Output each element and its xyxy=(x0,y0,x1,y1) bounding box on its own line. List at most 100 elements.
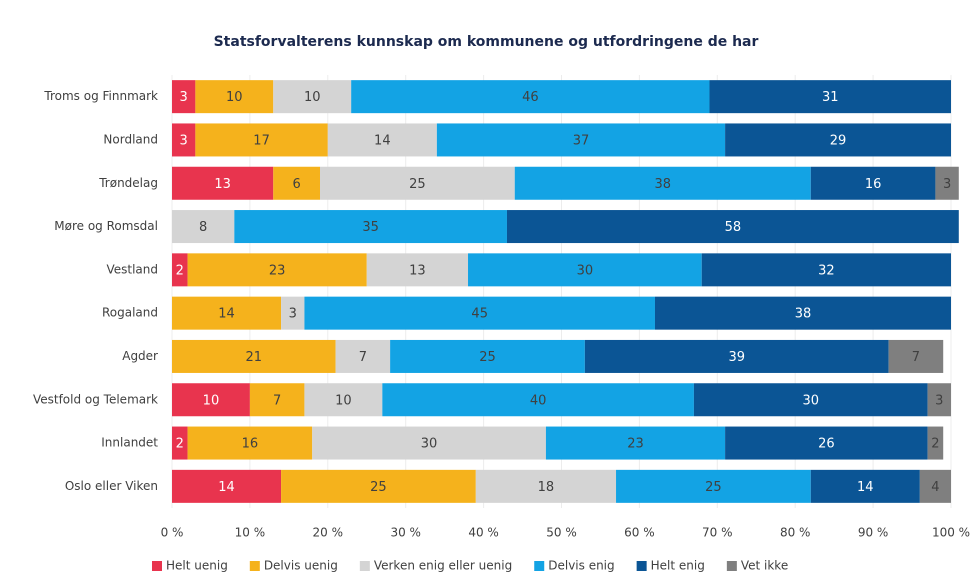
bar-segment xyxy=(810,166,936,200)
data-label: 25 xyxy=(409,177,426,192)
data-label: 7 xyxy=(912,350,920,365)
y-tick-label: Oslo eller Viken xyxy=(65,479,158,493)
data-label: 3 xyxy=(180,90,188,105)
bar-segment xyxy=(320,166,515,200)
data-label: 38 xyxy=(795,307,812,322)
data-label: 30 xyxy=(421,437,438,452)
bar-segment xyxy=(616,469,811,503)
y-tick-label: Trøndelag xyxy=(98,176,158,190)
data-label: 23 xyxy=(627,437,644,452)
legend-label: Helt enig xyxy=(651,559,705,573)
bar-segment xyxy=(468,253,702,287)
data-label: 10 xyxy=(226,90,243,105)
data-label: 23 xyxy=(269,263,286,278)
data-label: 17 xyxy=(253,133,270,148)
x-tick-label: 40 % xyxy=(468,526,499,540)
data-label: 6 xyxy=(292,177,300,192)
bar-segment xyxy=(382,383,694,417)
data-label: 2 xyxy=(176,263,184,278)
bar-segment xyxy=(281,469,476,503)
x-tick-label: 30 % xyxy=(390,526,421,540)
bar-segment xyxy=(701,253,951,287)
bar-segment xyxy=(273,166,321,200)
x-tick-label: 50 % xyxy=(546,526,577,540)
x-tick-label: 70 % xyxy=(702,526,733,540)
data-label: 37 xyxy=(573,133,590,148)
bar-segment xyxy=(327,123,437,157)
data-label: 35 xyxy=(362,220,379,235)
bar-segment xyxy=(187,253,367,287)
bar-segment xyxy=(172,426,188,460)
data-label: 16 xyxy=(865,177,882,192)
x-tick-label: 60 % xyxy=(624,526,655,540)
bar-segment xyxy=(172,469,282,503)
bar-segment xyxy=(335,339,391,373)
bar-segment xyxy=(195,123,328,157)
bar-segment xyxy=(810,469,920,503)
data-label: 13 xyxy=(409,263,426,278)
bar-segment xyxy=(366,253,469,287)
data-label: 2 xyxy=(176,437,184,452)
data-label: 46 xyxy=(522,90,539,105)
x-tick-label: 20 % xyxy=(313,526,344,540)
y-tick-label: Vestfold og Telemark xyxy=(33,392,158,406)
bar-segment xyxy=(693,383,928,417)
data-label: 30 xyxy=(577,263,594,278)
x-tick-label: 100 % xyxy=(932,526,970,540)
bar-segment xyxy=(436,123,726,157)
data-label: 4 xyxy=(931,480,939,495)
bar-segment xyxy=(654,296,951,330)
data-label: 8 xyxy=(199,220,207,235)
y-tick-label: Agder xyxy=(122,349,158,363)
y-tick-label: Troms og Finnmark xyxy=(43,89,158,103)
y-tick-label: Nordland xyxy=(103,132,158,146)
chart-title: Statsforvalterens kunnskap om kommunene … xyxy=(214,34,759,50)
bar-segment xyxy=(234,210,507,244)
bar-segment xyxy=(709,80,951,114)
data-label: 30 xyxy=(803,393,820,408)
bar-segment xyxy=(475,469,617,503)
bar-segment xyxy=(506,210,959,244)
bar-segment xyxy=(172,383,250,417)
data-label: 45 xyxy=(471,307,488,322)
bar-segment xyxy=(249,383,305,417)
data-label: 14 xyxy=(374,133,391,148)
bar-segment xyxy=(304,296,655,330)
legend-label: Delvis enig xyxy=(548,559,614,573)
legend-swatch xyxy=(249,561,260,571)
data-label: 38 xyxy=(654,177,671,192)
data-label: 10 xyxy=(203,393,220,408)
bar-segment xyxy=(273,80,352,114)
data-label: 58 xyxy=(725,220,742,235)
data-label: 3 xyxy=(289,307,297,322)
data-label: 10 xyxy=(335,393,352,408)
y-tick-label: Vestland xyxy=(106,262,158,276)
y-tick-label: Innlandet xyxy=(101,436,158,450)
legend-swatch xyxy=(152,561,162,571)
bar-segment xyxy=(172,339,336,373)
bar-segment xyxy=(935,166,959,200)
legend-label: Vet ikke xyxy=(741,559,788,573)
data-label: 2 xyxy=(931,437,939,452)
bar-segment xyxy=(312,426,546,460)
data-label: 40 xyxy=(530,393,547,408)
data-label: 3 xyxy=(935,393,943,408)
data-label: 32 xyxy=(818,263,835,278)
bar-segment xyxy=(927,426,944,460)
data-label: 25 xyxy=(479,350,496,365)
x-tick-label: 80 % xyxy=(780,526,811,540)
data-label: 29 xyxy=(830,133,847,148)
bar-segment xyxy=(584,339,889,373)
legend-swatch xyxy=(359,561,370,571)
bar-segment xyxy=(725,426,928,460)
data-label: 14 xyxy=(218,307,235,322)
bar-segment xyxy=(725,123,951,157)
x-tick-label: 0 % xyxy=(161,526,184,540)
data-label: 14 xyxy=(857,480,874,495)
legend-label: Helt uenig xyxy=(166,559,228,573)
x-tick-label: 90 % xyxy=(858,526,889,540)
data-label: 25 xyxy=(370,480,387,495)
legend-swatch xyxy=(534,561,545,571)
bar-segment xyxy=(927,383,951,417)
